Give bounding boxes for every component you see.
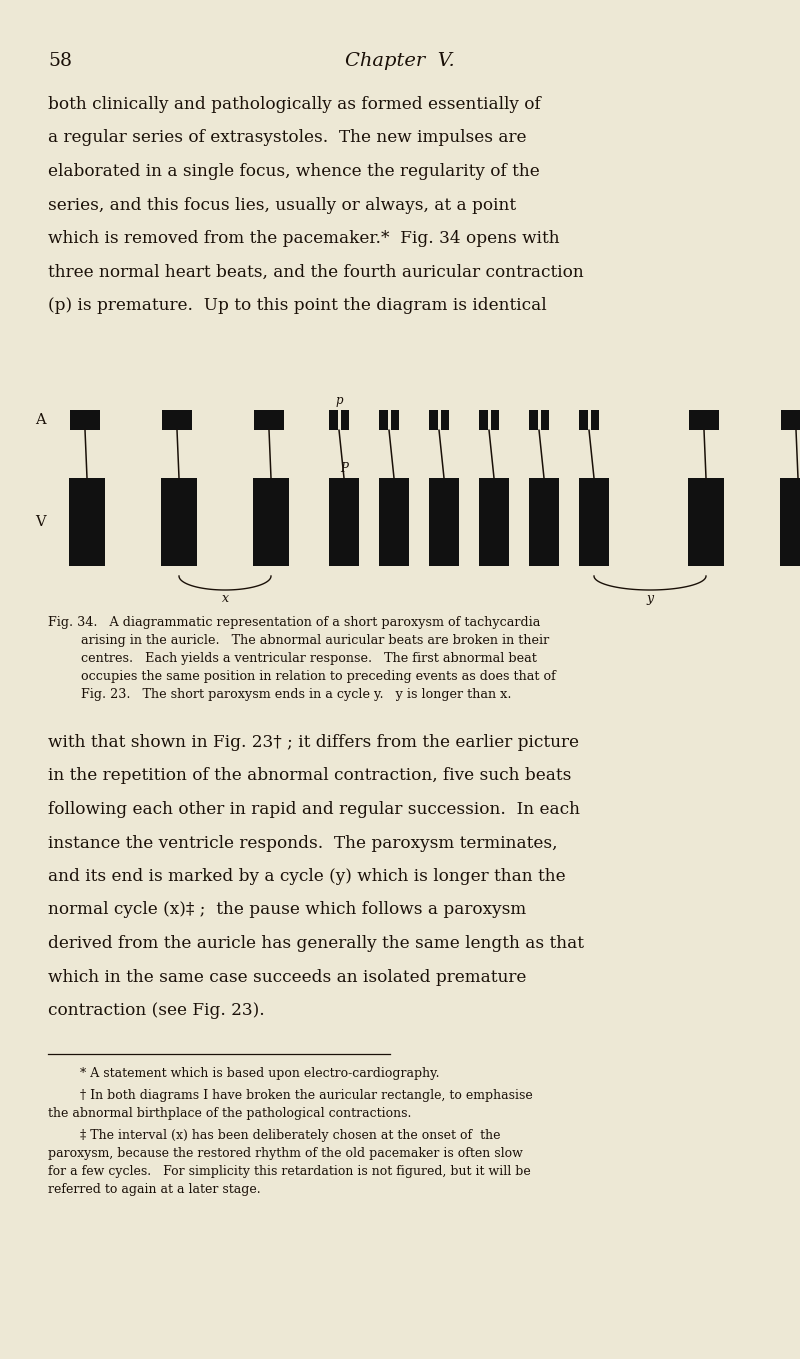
Text: normal cycle (x)‡ ;  the pause which follows a paroxysm: normal cycle (x)‡ ; the pause which foll… <box>48 901 526 919</box>
Bar <box>379 478 409 565</box>
Text: A: A <box>35 413 46 427</box>
Text: ‡ The interval (x) has been deliberately chosen at the onset of  the: ‡ The interval (x) has been deliberately… <box>80 1129 501 1143</box>
Bar <box>161 478 197 565</box>
Bar <box>341 410 349 429</box>
Text: which in the same case succeeds an isolated premature: which in the same case succeeds an isola… <box>48 969 526 985</box>
Bar <box>541 410 549 429</box>
Bar <box>590 410 599 429</box>
Bar <box>70 410 100 429</box>
Text: Fig. 34.   A diagrammatic representation of a short paroxysm of tachycardia: Fig. 34. A diagrammatic representation o… <box>48 616 540 629</box>
Bar <box>479 478 509 565</box>
Text: both clinically and pathologically as formed essentially of: both clinically and pathologically as fo… <box>48 96 541 113</box>
Text: * A statement which is based upon electro-cardiography.: * A statement which is based upon electr… <box>80 1068 439 1080</box>
Bar <box>781 410 800 429</box>
Text: p: p <box>335 394 342 406</box>
Bar <box>529 478 559 565</box>
Text: a regular series of extrasystoles.  The new impulses are: a regular series of extrasystoles. The n… <box>48 129 526 147</box>
Text: series, and this focus lies, usually or always, at a point: series, and this focus lies, usually or … <box>48 197 516 213</box>
Bar <box>780 478 800 565</box>
Bar <box>479 410 487 429</box>
Bar <box>579 478 609 565</box>
Bar <box>441 410 449 429</box>
Bar <box>254 410 284 429</box>
Text: which is removed from the pacemaker.*  Fig. 34 opens with: which is removed from the pacemaker.* Fi… <box>48 230 560 247</box>
Text: Chapter  V.: Chapter V. <box>345 52 455 71</box>
Bar <box>429 478 459 565</box>
Text: 58: 58 <box>48 52 72 71</box>
Text: P: P <box>340 462 348 476</box>
Text: the abnormal birthplace of the pathological contractions.: the abnormal birthplace of the pathologi… <box>48 1108 411 1121</box>
Text: derived from the auricle has generally the same length as that: derived from the auricle has generally t… <box>48 935 584 953</box>
Text: three normal heart beats, and the fourth auricular contraction: three normal heart beats, and the fourth… <box>48 264 584 280</box>
Text: V: V <box>35 515 46 529</box>
Text: arising in the auricle.   The abnormal auricular beats are broken in their: arising in the auricle. The abnormal aur… <box>65 635 550 647</box>
Bar <box>579 410 587 429</box>
Text: Fig. 23.   The short paroxysm ends in a cycle y.   y is longer than x.: Fig. 23. The short paroxysm ends in a cy… <box>65 688 511 701</box>
Text: instance the ventricle responds.  The paroxysm terminates,: instance the ventricle responds. The par… <box>48 834 558 852</box>
Text: referred to again at a later stage.: referred to again at a later stage. <box>48 1184 261 1196</box>
Text: y: y <box>646 593 654 605</box>
Text: and its end is marked by a cycle (y) which is longer than the: and its end is marked by a cycle (y) whi… <box>48 868 566 885</box>
Bar <box>689 410 719 429</box>
Text: in the repetition of the abnormal contraction, five such beats: in the repetition of the abnormal contra… <box>48 768 571 784</box>
Bar <box>253 478 289 565</box>
Text: for a few cycles.   For simplicity this retardation is not figured, but it will : for a few cycles. For simplicity this re… <box>48 1166 530 1178</box>
Bar <box>529 410 538 429</box>
Bar <box>162 410 192 429</box>
Text: centres.   Each yields a ventricular response.   The first abnormal beat: centres. Each yields a ventricular respo… <box>65 652 537 665</box>
Text: (p) is premature.  Up to this point the diagram is identical: (p) is premature. Up to this point the d… <box>48 298 546 314</box>
Text: elaborated in a single focus, whence the regularity of the: elaborated in a single focus, whence the… <box>48 163 540 179</box>
Text: with that shown in Fig. 23† ; it differs from the earlier picture: with that shown in Fig. 23† ; it differs… <box>48 734 579 752</box>
Bar <box>490 410 499 429</box>
Text: occupies the same position in relation to preceding events as does that of: occupies the same position in relation t… <box>65 670 556 684</box>
Text: x: x <box>222 593 229 605</box>
Text: paroxysm, because the restored rhythm of the old pacemaker is often slow: paroxysm, because the restored rhythm of… <box>48 1147 523 1161</box>
Bar <box>329 410 338 429</box>
Text: contraction (see Fig. 23).: contraction (see Fig. 23). <box>48 1002 265 1019</box>
Bar <box>329 478 359 565</box>
Text: following each other in rapid and regular succession.  In each: following each other in rapid and regula… <box>48 800 580 818</box>
Bar <box>688 478 724 565</box>
Bar <box>69 478 105 565</box>
Bar <box>379 410 387 429</box>
Bar <box>390 410 399 429</box>
Text: † In both diagrams I have broken the auricular rectangle, to emphasise: † In both diagrams I have broken the aur… <box>80 1090 533 1102</box>
Bar <box>429 410 438 429</box>
